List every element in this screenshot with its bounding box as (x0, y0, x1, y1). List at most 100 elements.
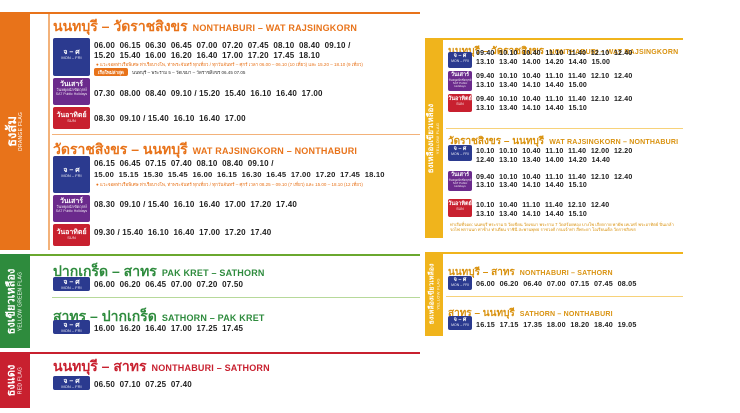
departure-time: 12.40 (613, 96, 633, 103)
mon-fri-badge: จ – ศ MON – FRI (53, 38, 90, 76)
departure-time: 07.20 (196, 280, 218, 289)
orange-flag-label-en: ORANGE FLAG (18, 111, 25, 151)
departure-time: 10.10 (499, 73, 518, 80)
times-row: 06.50 07.10 07.25 07.40 (94, 380, 197, 389)
departure-time: 10.10 (499, 174, 518, 181)
yellow-flag-label-en: YELLOW FLAG (435, 278, 440, 310)
departure-time: 11.40 (544, 202, 564, 209)
mon-fri-badge: จ – ศ MON – FRI (448, 52, 472, 68)
departure-time: 16.45 (266, 170, 287, 179)
departure-time: 15.00 (568, 82, 588, 89)
departure-time: 12.10 (590, 96, 610, 103)
times-row: 15.00 15.15 15.30 15.45 16.00 16.15 16.30 16.45… (94, 170, 389, 179)
divider (52, 134, 420, 135)
departure-time: 08.30 (94, 114, 116, 123)
departure-time: 15.20 (94, 51, 116, 60)
departure-time: 17.00 (224, 114, 246, 123)
route-title: สาทร – นนทบุรี SATHORN – NONTHABURI (448, 308, 613, 319)
times-row: 08.30 09.10 / 15.40 16.10 16.40 17.00 (94, 114, 250, 123)
departure-time: 12.40 (613, 73, 633, 80)
departure-time: 18.00 (546, 320, 566, 329)
departure-time: 16.10 (147, 228, 169, 237)
departure-time: 17.20 (315, 170, 336, 179)
departure-time: 17.15 (499, 320, 519, 329)
departure-time: 08.30 (94, 200, 116, 209)
departure-time: 09.10 / (324, 41, 351, 50)
departure-time: 12.00 (590, 148, 610, 155)
mon-fri-badge: จ – ศ MON – FRI (448, 145, 472, 161)
departure-time: 09.10 / 15.40 (119, 200, 169, 209)
divider (52, 297, 420, 298)
route-title: นนทบุรี – วัดราชสิงขร NONTHABURI – WAT RA… (448, 46, 679, 57)
departure-time: 09.40 (476, 50, 495, 57)
departure-time: 09.10 / (247, 159, 274, 168)
departure-time: 16.10 (250, 89, 272, 98)
times-row: 13.10 13.40 14.10 14.40 15.10 (476, 105, 592, 112)
departure-time: 12.10 (567, 202, 587, 209)
times-row: 13.10 13.40 14.00 14.20 14.40 15.00 (476, 59, 615, 66)
times-row: 06.00 06.15 06.30 06.45 07.00 07.20 07.45 08.10… (94, 41, 355, 50)
route-title: วัดราชสิงขร – นนทบุรี WAT RAJSINGKORN – N… (53, 141, 358, 157)
departure-time: 17.00 (301, 89, 323, 98)
departure-time: 14.10 (522, 211, 541, 218)
departure-time: 06.20 (119, 280, 141, 289)
schedule-note: นนทบุรี – พระราม 5 – วัดเขมา – วัดราชสิง… (132, 70, 246, 75)
departure-time: 17.45 (340, 170, 361, 179)
schedule-note: ● แวะจอดท่าเรือพิเศษ ท่าเรือบางโพ, ท่าพร… (96, 182, 363, 187)
departure-time: 13.10 (476, 211, 495, 218)
route-title: นนทบุรี – วัดราชสิงขร NONTHABURI – WAT RA… (53, 18, 358, 34)
times-row: 09.40 10.10 10.40 11.10 11.40 12.10 12.40 (476, 73, 637, 80)
departure-time: 10.10 (499, 50, 518, 57)
departure-time: 07.40 (170, 159, 192, 168)
sunday-badge: วันอาทิตย์ SUN (53, 224, 90, 246)
departure-time: 12.10 (590, 174, 610, 181)
departure-time: 10.10 (499, 148, 518, 155)
departure-time: 16.40 (196, 51, 218, 60)
departure-time: 13.40 (499, 182, 518, 189)
new-boat-badge: เรือใหม่ล่าสุด (94, 68, 128, 76)
times-row: 06.15 06.45 07.15 07.40 08.10 08.40 09.10 / (94, 159, 278, 168)
departure-time: 19.05 (617, 320, 637, 329)
times-row: 13.10 13.40 14.10 14.40 15.00 (476, 82, 592, 89)
orange-flag-label-th: ธงส้ม (4, 115, 20, 147)
departure-time: 15.10 (568, 211, 588, 218)
yellow-top-rule (443, 38, 683, 40)
red-flag-bar: ธงแดง RED FLAG (0, 352, 30, 408)
departure-time: 11.10 (545, 174, 564, 181)
departure-time: 06.15 (94, 159, 116, 168)
times-row: 16.15 17.15 17.35 18.00 18.20 18.40 19.05 (476, 320, 641, 329)
green-flag-bar: ธงเขียวเหลือง YELLOW GREEN FLAG (0, 254, 30, 348)
divider (446, 296, 683, 297)
mon-fri-badge: จ – ศ MON – FRI (53, 156, 90, 193)
departure-time: 14.40 (545, 105, 564, 112)
departure-time: 07.15 (145, 159, 167, 168)
departure-time: 17.20 (250, 200, 272, 209)
departure-time: 15.10 (568, 182, 588, 189)
departure-time: 18.10 (299, 51, 321, 60)
times-row: 07.30 08.00 08.40 09.10 / 15.20 15.40 16.10 16… (94, 89, 327, 98)
departure-time: 16.40 (199, 114, 221, 123)
orange-left-rule (48, 14, 50, 250)
departure-time: 17.20 (247, 51, 269, 60)
times-row: 06.00 06.20 06.45 07.00 07.20 07.50 (94, 280, 248, 289)
departure-time: 14.00 (522, 59, 541, 66)
departure-time: 07.30 (94, 89, 116, 98)
departure-time: 12.40 (590, 202, 610, 209)
departure-time: 14.20 (545, 59, 564, 66)
mon-fri-badge: จ – ศ MON – FRI (53, 376, 90, 390)
times-row: 09.30 / 15.40 16.10 16.40 17.00 17.20 17.40 (94, 228, 276, 237)
times-row: 09.40 10.10 10.40 11.10 11.40 12.10 12.40 (476, 174, 637, 181)
route-title: นนทบุรี – สาทร NONTHABURI – SATHORN (448, 267, 613, 278)
times-row: 09.40 10.10 10.40 11.10 11.40 12.10 12.40 (476, 50, 637, 57)
departure-time: 07.40 (170, 380, 192, 389)
departure-time: 09.40 (476, 73, 495, 80)
departure-time: 08.00 (119, 89, 141, 98)
times-row: 15.20 15.40 16.00 16.20 16.40 17.00 17.20 17.45… (94, 51, 325, 60)
route-title: ปากเกร็ด – สาทร PAK KRET – SATHORN (53, 263, 265, 279)
departure-time: 17.40 (250, 228, 272, 237)
yellow-flag-bar-2: ธงเหลืองเขียวเหลือง YELLOW FLAG (425, 252, 443, 336)
mon-fri-badge: จ – ศ MON – FRI (53, 277, 90, 291)
departure-time: 07.00 (196, 41, 218, 50)
departure-time: 07.00 (546, 279, 566, 288)
departure-time: 11.40 (568, 174, 587, 181)
